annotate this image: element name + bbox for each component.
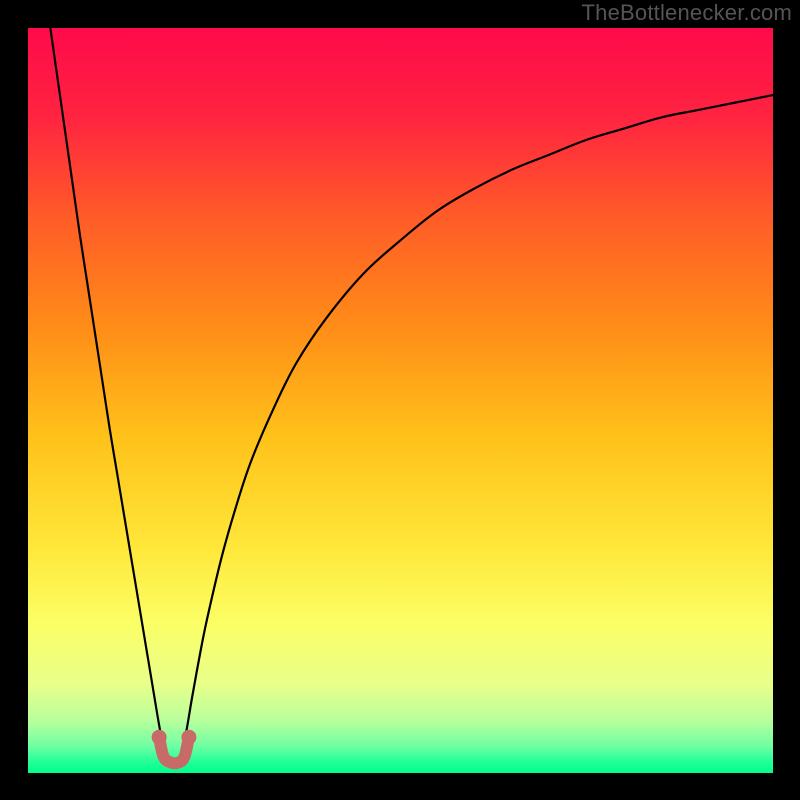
chart-gradient-background bbox=[28, 28, 773, 773]
chart-container: TheBottlenecker.com bbox=[0, 0, 800, 800]
trough-marker-dot-right bbox=[181, 730, 196, 745]
bottleneck-curve-chart bbox=[0, 0, 800, 800]
watermark-text: TheBottlenecker.com bbox=[582, 0, 792, 26]
trough-marker-dot-left bbox=[152, 730, 167, 745]
